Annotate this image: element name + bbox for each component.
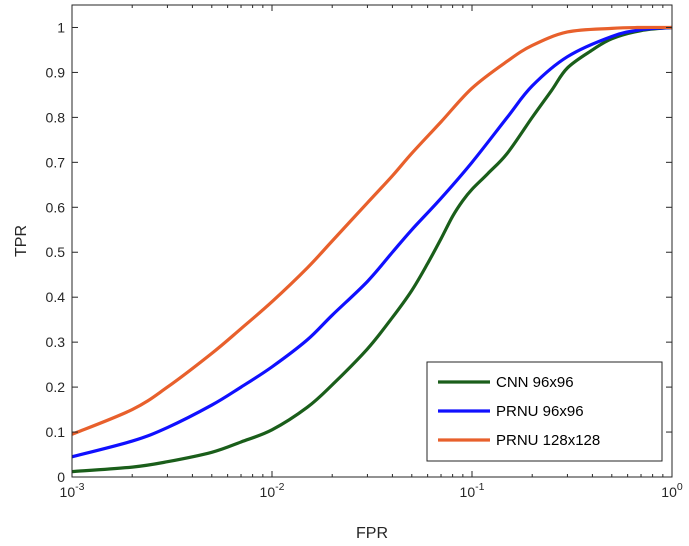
legend: CNN 96x96 PRNU 96x96 PRNU 128x128 xyxy=(426,361,663,462)
y-tick-label: 0.4 xyxy=(46,289,66,305)
x-axis-title: FPR xyxy=(356,525,388,542)
y-tick-label: 0.8 xyxy=(46,109,66,125)
x-tick-label: 10-3 xyxy=(60,481,85,500)
y-tick-label: 0.5 xyxy=(46,244,66,260)
y-axis-title: TPR xyxy=(13,225,30,257)
legend-label-cnn-96: CNN 96x96 xyxy=(496,374,574,391)
x-tick-label: 10-2 xyxy=(260,481,285,500)
y-tick-label: 1 xyxy=(57,19,65,35)
x-axis-ticks: 10-3 10-2 10-1 100 xyxy=(60,5,683,500)
series-line-prnu-96x96 xyxy=(71,25,673,459)
x-tick-label: 100 xyxy=(661,481,683,500)
curves-layer xyxy=(71,25,673,474)
legend-label-prnu-96: PRNU 96x96 xyxy=(496,403,584,420)
legend-label-prnu-128: PRNU 128x128 xyxy=(496,432,600,449)
y-tick-label: 0.1 xyxy=(46,424,66,440)
y-tick-label: 0.6 xyxy=(46,199,66,215)
y-tick-label: 0.7 xyxy=(46,154,66,170)
plot-frame xyxy=(71,4,673,478)
y-tick-label: 0.3 xyxy=(46,334,66,350)
series-line-prnu-128x128 xyxy=(71,25,673,436)
y-axis-ticks: 0 0.1 0.2 0.3 0.4 0.5 0.6 0.7 0.8 0.9 1 xyxy=(46,19,672,485)
y-tick-label: 0.9 xyxy=(46,64,66,80)
x-tick-label: 10-1 xyxy=(460,481,485,500)
y-tick-label: 0 xyxy=(57,469,65,485)
y-tick-label: 0.2 xyxy=(46,379,66,395)
series-line-cnn-96x96 xyxy=(71,25,673,474)
